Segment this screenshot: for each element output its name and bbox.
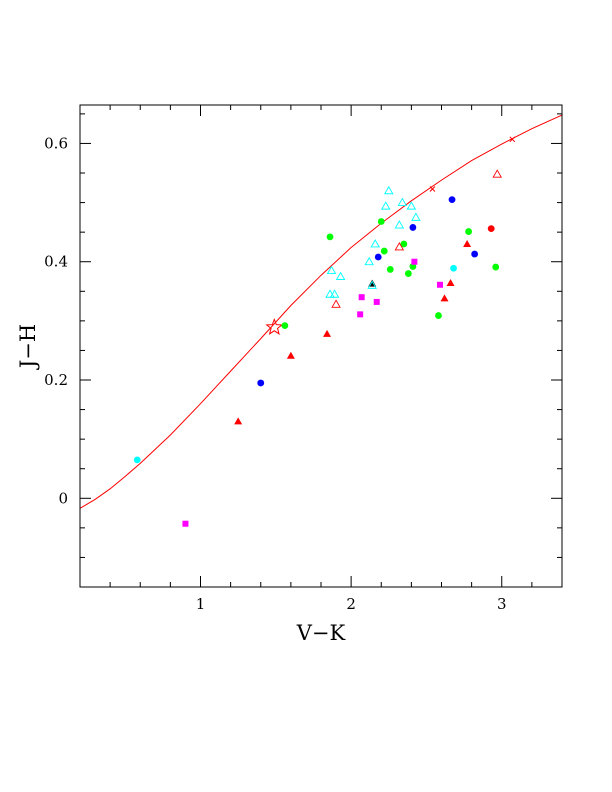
- data-point-open-triangle: [394, 220, 405, 229]
- data-point-circle: [450, 264, 457, 272]
- data-point-open-triangle: [397, 197, 408, 207]
- data-point-open-triangle: [492, 169, 503, 178]
- data-point-circle: [492, 263, 500, 271]
- data-point-open-triangle: [394, 242, 405, 251]
- data-points-layer: [133, 169, 503, 527]
- data-point-open-triangle: [364, 256, 374, 266]
- data-point-circle: [471, 250, 479, 258]
- data-point-circle: [257, 379, 265, 387]
- data-point-triangle: [286, 351, 295, 359]
- ticks-layer: 1 2 3 0 0.2 0.4 0.6: [44, 105, 562, 613]
- x-tick-label: 2: [346, 595, 356, 613]
- data-point-circle: [465, 228, 473, 235]
- x-tick-label: 3: [497, 595, 507, 613]
- data-point-triangle: [446, 279, 455, 287]
- x-axis-label: V−K: [296, 621, 346, 645]
- data-point-circle: [380, 247, 388, 255]
- data-point-open-triangle: [370, 239, 381, 248]
- data-point-square: [436, 281, 443, 288]
- data-point-circle: [435, 312, 442, 319]
- data-point-circle: [281, 322, 289, 329]
- data-point-square: [373, 298, 380, 305]
- data-point-triangle: [440, 294, 449, 302]
- star-marker: [265, 317, 284, 335]
- y-tick-label: 0.6: [44, 134, 68, 152]
- y-tick-label: 0: [58, 489, 68, 507]
- data-point-square: [357, 311, 364, 318]
- data-point-open-triangle: [325, 289, 335, 298]
- data-point-circle: [487, 225, 495, 233]
- data-point-circle: [404, 270, 412, 277]
- y-axis-label: J−H: [16, 324, 40, 370]
- data-point-triangle: [234, 417, 243, 425]
- data-point-open-triangle: [326, 265, 337, 275]
- data-point-open-triangle: [367, 280, 377, 289]
- data-point-open-triangle: [329, 289, 340, 298]
- data-point-circle: [448, 196, 456, 204]
- y-tick-label: 0.4: [44, 253, 68, 271]
- reference-curve-layer: [80, 114, 562, 509]
- curve-cross-mark: [509, 136, 516, 143]
- data-point-circle: [133, 456, 141, 464]
- curve-cross-mark: [429, 186, 436, 192]
- data-point-open-triangle: [331, 299, 341, 308]
- data-point-open-triangle: [406, 201, 417, 210]
- data-point-square: [358, 294, 365, 301]
- data-point-open-triangle: [411, 212, 421, 221]
- data-point-open-triangle: [380, 201, 391, 210]
- plot-frame: [79, 104, 563, 588]
- data-point-circle: [409, 224, 417, 231]
- data-point-square: [182, 520, 189, 527]
- data-point-circle: [409, 263, 417, 270]
- data-point-circle: [374, 253, 382, 261]
- axes-layer: [79, 104, 563, 588]
- data-point-open-triangle: [384, 185, 394, 195]
- data-point-triangle: [463, 239, 472, 247]
- data-point-circle: [326, 233, 334, 241]
- data-point-circle: [400, 240, 408, 248]
- data-point-open-triangle: [335, 271, 346, 280]
- data-point-triangle: [323, 329, 332, 337]
- x-tick-label: 1: [196, 595, 206, 613]
- reference-curve: [80, 114, 562, 509]
- data-point-square: [411, 258, 418, 265]
- y-tick-label: 0.2: [44, 371, 68, 389]
- data-point-circle: [386, 266, 394, 273]
- data-point-circle: [377, 218, 385, 225]
